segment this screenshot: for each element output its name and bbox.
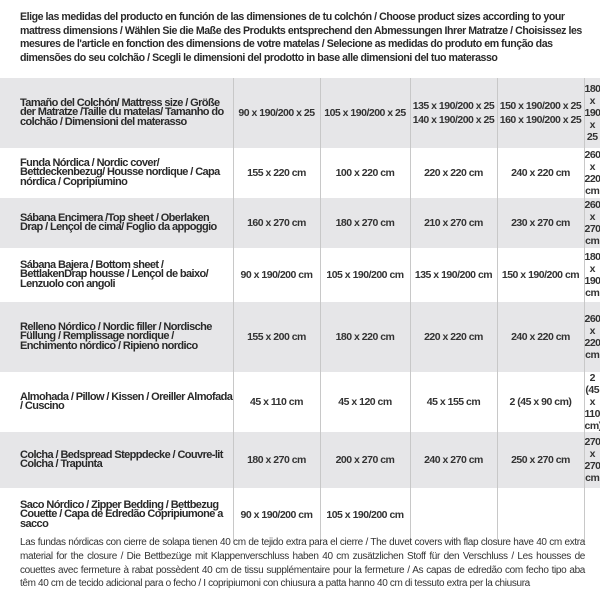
size-col-1: 90 x 190/200 x 25 <box>232 78 320 148</box>
product-size-cell: 180 x 270 cm <box>232 432 320 488</box>
product-size-cell: 105 x 190/200 cm <box>319 488 410 542</box>
product-size-cell: 230 x 270 cm <box>496 198 584 248</box>
product-size-cell: 210 x 270 cm <box>409 198 497 248</box>
product-size-cell: 270 x 270 cm <box>583 432 600 488</box>
table-row: Almohada / Pillow / Kissen / Oreiller Al… <box>0 372 600 432</box>
product-label: Sábana Encimera /Top sheet / Oberlaken D… <box>20 211 217 233</box>
product-size-cell: 250 x 270 cm <box>496 432 584 488</box>
mattress-size-label: Tamaño del Colchón/ Mattress size / Größ… <box>20 96 224 128</box>
product-label: Colcha / Bedspread Steppdecke / Couvre-l… <box>20 448 223 470</box>
product-size-cell: 240 x 220 cm <box>496 148 584 198</box>
size-value: 105 x 190/200 x 25 <box>324 107 406 119</box>
footer-note: Las fundas nórdicas con cierre de solapa… <box>20 537 585 590</box>
product-size-cell: 2 (45 x 110 cm) <box>583 372 600 432</box>
header-row: Tamaño del Colchón/ Mattress size / Größ… <box>0 78 600 148</box>
product-size-cell: 180 x 270 cm <box>319 198 410 248</box>
size-value: 160 x 190/200 x 25 <box>499 114 582 126</box>
product-size-cell: 180 x 220 cm <box>319 302 410 372</box>
product-size-cell: 90 x 190/200 cm <box>232 488 320 542</box>
table-row: Colcha / Bedspread Steppdecke / Couvre-l… <box>0 432 600 488</box>
product-size-cell: 155 x 200 cm <box>232 302 320 372</box>
product-size-cell: 100 x 220 cm <box>319 148 410 198</box>
table-row: Sábana Encimera /Top sheet / Oberlaken D… <box>0 198 600 248</box>
table-row: Saco Nórdico / Zipper Bedding / Bettbezu… <box>0 488 600 542</box>
product-label: Relleno Nórdico / Nordic filler / Nordis… <box>20 320 212 352</box>
intro-text: Elige las medidas del producto en funció… <box>20 11 582 64</box>
product-size-cell: 160 x 270 cm <box>232 198 320 248</box>
product-label: Sábana Bajera / Bottom sheet / Bettlaken… <box>20 258 209 290</box>
product-size-cell: 45 x 120 cm <box>319 372 410 432</box>
product-size-cell: 260 x 220 cm <box>583 148 600 198</box>
product-label: Almohada / Pillow / Kissen / Oreiller Al… <box>20 390 233 412</box>
size-col-2: 105 x 190/200 x 25 <box>319 78 410 148</box>
product-size-cell: 220 x 220 cm <box>409 302 497 372</box>
product-size-cell: 260 x 220 cm <box>583 302 600 372</box>
product-size-cell <box>583 488 600 542</box>
product-size-cell: 220 x 220 cm <box>409 148 497 198</box>
size-value: 150 x 190/200 x 25 <box>499 100 582 112</box>
table-row: Sábana Bajera / Bottom sheet / Bettlaken… <box>0 248 600 302</box>
product-size-cell: 240 x 220 cm <box>496 302 584 372</box>
product-size-cell: 90 x 190/200 cm <box>232 248 320 302</box>
table-row: Funda Nórdica / Nordic cover/ Bettdecken… <box>0 148 600 198</box>
size-value: 135 x 190/200 x 25 <box>412 100 495 112</box>
size-col-4: 150 x 190/200 x 25 160 x 190/200 x 25 <box>496 78 584 148</box>
product-size-cell: 200 x 270 cm <box>319 432 410 488</box>
table-row: Relleno Nórdico / Nordic filler / Nordis… <box>0 302 600 372</box>
size-col-5: 180 x 190/200 x 25 <box>583 78 600 148</box>
size-value: 90 x 190/200 x 25 <box>238 107 315 119</box>
product-label: Funda Nórdica / Nordic cover/ Bettdecken… <box>20 156 220 188</box>
product-size-cell: 2 (45 x 90 cm) <box>496 372 584 432</box>
product-size-cell: 105 x 190/200 cm <box>319 248 410 302</box>
size-col-3: 135 x 190/200 x 25 140 x 190/200 x 25 <box>409 78 497 148</box>
size-value: 180 x 190/200 x 25 <box>584 83 600 143</box>
product-size-cell: 150 x 190/200 cm <box>496 248 584 302</box>
product-size-cell: 155 x 220 cm <box>232 148 320 198</box>
product-size-cell <box>409 488 497 542</box>
product-size-cell <box>496 488 584 542</box>
size-value: 140 x 190/200 x 25 <box>412 114 495 126</box>
product-size-cell: 45 x 155 cm <box>409 372 497 432</box>
product-label: Saco Nórdico / Zipper Bedding / Bettbezu… <box>20 498 223 530</box>
product-size-cell: 45 x 110 cm <box>232 372 320 432</box>
size-table: Tamaño del Colchón/ Mattress size / Größ… <box>0 78 600 542</box>
product-size-cell: 260 x 270 cm <box>583 198 600 248</box>
product-size-cell: 240 x 270 cm <box>409 432 497 488</box>
product-size-cell: 180 x 190/200 cm <box>583 248 600 302</box>
product-size-cell: 135 x 190/200 cm <box>409 248 497 302</box>
